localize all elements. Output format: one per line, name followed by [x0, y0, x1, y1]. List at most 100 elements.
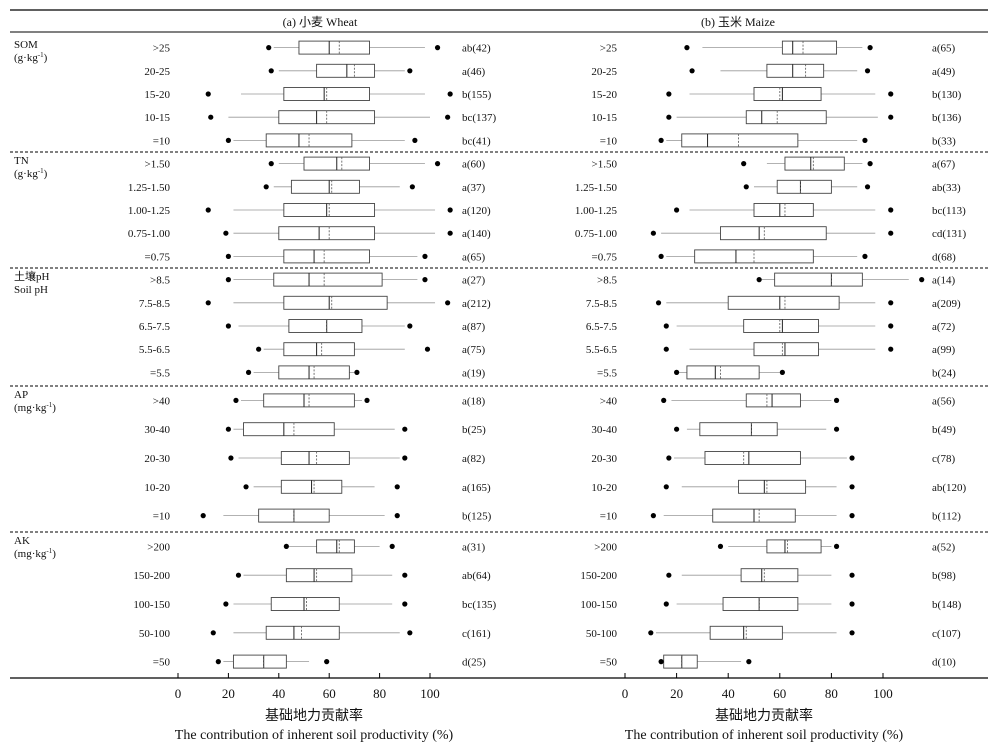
outlier-high [445, 114, 451, 120]
significance-label: a(60) [462, 159, 486, 171]
outlier-low [741, 161, 747, 167]
outlier-low [658, 659, 664, 665]
outlier-low [200, 513, 206, 519]
significance-label: b(125) [462, 511, 492, 523]
significance-label: ab(64) [462, 570, 491, 582]
outlier-high [888, 346, 894, 352]
outlier-low [225, 277, 231, 283]
significance-label: a(31) [462, 541, 486, 553]
outlier-high [407, 68, 413, 74]
category-label: =10 [153, 135, 171, 147]
outlier-high [862, 253, 868, 259]
significance-label: a(120) [462, 205, 491, 217]
box-ak-1: 150-200 b(98) [580, 568, 956, 582]
group-unit-base: (mg·kg [14, 548, 47, 560]
box-tn-1: 1.25-1.50 ab(33) [575, 179, 961, 194]
box-tn-0: >1.50 a(60) [145, 156, 486, 171]
category-label: =50 [600, 657, 618, 669]
category-label: 10-15 [144, 112, 170, 124]
outlier-high [888, 91, 894, 97]
outlier-high [888, 323, 894, 329]
box-som-4: =10 bc(41) [153, 133, 491, 147]
category-label: 15-20 [144, 89, 170, 101]
iqr-box [280, 451, 350, 465]
box-ap-4: =10 b(112) [600, 508, 961, 523]
box-som-3: 10-15 bc(137) [144, 110, 497, 124]
significance-label: b(130) [932, 89, 962, 101]
outlier-low [648, 630, 654, 636]
significance-label: b(98) [932, 570, 956, 582]
box-ph-4: =5.5 b(24) [597, 365, 956, 379]
category-label: 20-30 [144, 453, 170, 465]
x-tick-label: 100 [873, 686, 893, 701]
outlier-low [263, 184, 269, 190]
outlier-low [663, 601, 669, 607]
outlier-high [434, 161, 441, 167]
box-ak-4: =50 d(25) [153, 654, 486, 669]
outlier-high [447, 230, 453, 236]
group-unit-tail: ) [44, 168, 48, 180]
iqr-box [743, 319, 819, 333]
outlier-low [268, 161, 274, 167]
category-label: 50-100 [139, 628, 171, 640]
group-label: AK [14, 535, 30, 547]
significance-label: a(212) [462, 298, 491, 310]
group-unit: (g·kg-1) [14, 167, 48, 180]
outlier-high [407, 323, 413, 329]
box-ph-0: >8.5 a(14) [597, 272, 956, 287]
x-tick-label: 60 [323, 686, 336, 701]
significance-label: a(67) [932, 159, 956, 171]
significance-label: d(68) [932, 251, 956, 263]
significance-label: cd(131) [932, 228, 967, 240]
box-som-3: 10-15 b(136) [591, 110, 962, 124]
category-label: =5.5 [597, 367, 617, 379]
category-label: =10 [600, 511, 618, 523]
significance-label: a(72) [932, 321, 956, 333]
group-label: SOM [14, 39, 38, 51]
box-som-2: 15-20 b(155) [144, 87, 492, 101]
iqr-box [704, 451, 801, 465]
outlier-high [434, 45, 441, 51]
x-axis-label-en: The contribution of inherent soil produc… [175, 728, 454, 743]
group-label: TN [14, 155, 29, 167]
significance-label: d(25) [462, 657, 486, 669]
outlier-low [266, 45, 272, 51]
box-tn-2: 1.00-1.25 a(120) [128, 203, 491, 217]
group-unit-base: (g·kg [14, 168, 38, 180]
x-axis-label-en: The contribution of inherent soil produc… [625, 728, 904, 743]
box-ak-3: 50-100 c(161) [139, 625, 491, 640]
iqr-box [283, 342, 355, 357]
category-label: >25 [600, 43, 618, 55]
category-label: 15-20 [591, 89, 617, 101]
significance-label: ab(42) [462, 43, 491, 55]
category-label: =0.75 [592, 251, 618, 263]
category-label: 150-200 [133, 570, 170, 582]
outlier-high [849, 601, 855, 607]
box-ak-0: >200 a(31) [147, 539, 486, 553]
outlier-high [849, 455, 855, 461]
panel-title: (a) 小麦 Wheat [283, 15, 358, 29]
category-label: 10-15 [591, 112, 617, 124]
category-label: >1.50 [592, 159, 618, 171]
box-ak-0: >200 a(52) [594, 539, 956, 553]
box-ph-2: 6.5-7.5 a(72) [586, 319, 956, 333]
box-ap-4: =10 b(125) [153, 508, 492, 523]
outlier-low [650, 513, 656, 519]
box-tn-0: >1.50 a(67) [592, 156, 956, 171]
iqr-box [273, 272, 383, 287]
x-tick-label: 20 [670, 686, 683, 701]
outlier-high [364, 397, 370, 403]
box-som-0: >25 ab(42) [153, 40, 491, 55]
outlier-high [888, 114, 894, 120]
outlier-high [394, 513, 400, 519]
outlier-high [447, 207, 453, 213]
outlier-low [205, 91, 211, 97]
iqr-box [232, 654, 287, 669]
outlier-high [389, 543, 395, 550]
group-unit: (mg·kg-1) [14, 401, 56, 414]
category-label: >8.5 [150, 275, 170, 287]
category-label: 20-25 [591, 66, 617, 78]
significance-label: c(107) [932, 628, 961, 640]
category-label: 20-30 [591, 453, 617, 465]
category-label: 7.5-8.5 [586, 298, 618, 310]
